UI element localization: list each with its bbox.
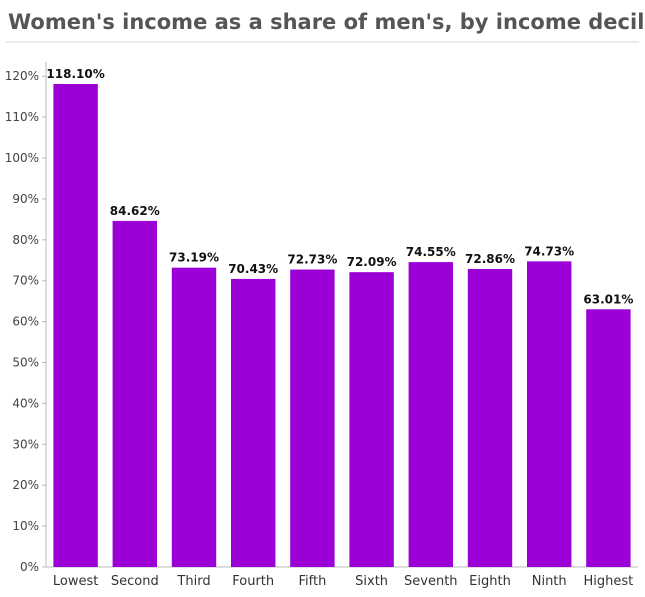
x-tick-label-third: Third bbox=[176, 574, 210, 589]
y-tick-label: 110% bbox=[5, 110, 39, 124]
y-tick-label: 0% bbox=[20, 560, 39, 574]
y-tick-label: 40% bbox=[12, 396, 39, 410]
chart-title: Women's income as a share of men's, by i… bbox=[8, 10, 645, 34]
y-tick-label: 70% bbox=[12, 274, 39, 288]
y-tick-label: 120% bbox=[5, 69, 39, 83]
data-label-fifth: 72.73% bbox=[287, 253, 337, 267]
data-label-highest: 63.01% bbox=[583, 292, 633, 306]
x-tick-label-seventh: Seventh bbox=[404, 574, 458, 589]
x-axis-labels: Lowest Second Third Fourth Fifth Sixth Seventh… bbox=[53, 574, 633, 589]
bar-highest bbox=[586, 309, 631, 567]
bar-ninth bbox=[527, 261, 572, 567]
bar-fifth bbox=[290, 269, 335, 567]
y-tick-label: 80% bbox=[12, 233, 39, 247]
data-label-lowest: 118.10% bbox=[46, 67, 104, 81]
y-tick-label: 90% bbox=[12, 192, 39, 206]
y-tick-label: 20% bbox=[12, 478, 39, 492]
data-labels: 118.10% 84.62% 73.19% 70.43% 72.73% 72.09% 74.… bbox=[46, 67, 633, 306]
bar-sixth bbox=[349, 272, 394, 567]
data-label-ninth: 74.73% bbox=[524, 244, 574, 258]
data-label-fourth: 70.43% bbox=[228, 262, 278, 276]
bar-series bbox=[53, 83, 631, 568]
bar-lowest bbox=[53, 83, 98, 567]
data-label-eighth: 72.86% bbox=[465, 252, 515, 266]
bar-second bbox=[112, 220, 157, 568]
bar-third bbox=[171, 267, 217, 567]
x-tick-label-eighth: Eighth bbox=[469, 574, 511, 589]
y-tick-label: 50% bbox=[12, 356, 39, 370]
data-label-seventh: 74.55% bbox=[406, 245, 456, 259]
bar-seventh bbox=[408, 262, 453, 567]
x-tick-label-highest: Highest bbox=[584, 574, 634, 589]
data-label-second: 84.62% bbox=[110, 204, 160, 218]
data-label-third: 73.19% bbox=[169, 251, 219, 265]
y-tick-label: 30% bbox=[12, 437, 39, 451]
y-tick-label: 60% bbox=[12, 315, 39, 329]
y-tick-label: 100% bbox=[5, 151, 39, 165]
y-tick-label: 10% bbox=[12, 519, 39, 533]
bar-eighth bbox=[467, 269, 513, 567]
bar-fourth bbox=[231, 278, 276, 567]
x-tick-label-lowest: Lowest bbox=[53, 574, 98, 589]
x-tick-label-ninth: Ninth bbox=[532, 574, 567, 589]
x-tick-label-second: Second bbox=[111, 574, 159, 589]
x-tick-label-sixth: Sixth bbox=[355, 574, 388, 589]
data-label-sixth: 72.09% bbox=[347, 255, 397, 269]
y-axis: 0% 10% 20% 30% 40% 50% 60% 70% 80% 90% 100% 110% 120… bbox=[5, 62, 47, 574]
x-tick-label-fifth: Fifth bbox=[298, 574, 326, 589]
x-tick-label-fourth: Fourth bbox=[232, 574, 274, 589]
